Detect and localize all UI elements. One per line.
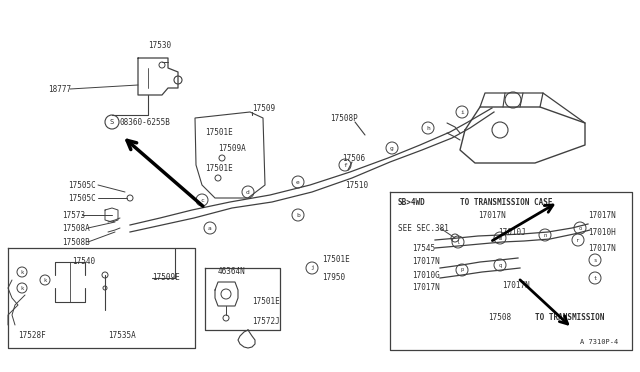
- Text: c: c: [200, 198, 204, 202]
- Text: SB>4WD: SB>4WD: [398, 198, 426, 206]
- Text: n: n: [543, 232, 547, 237]
- Text: 17505C: 17505C: [68, 193, 96, 202]
- Text: TO TRANSMISSION CASE: TO TRANSMISSION CASE: [460, 198, 552, 206]
- Text: 17501E: 17501E: [322, 256, 349, 264]
- Text: 46364N: 46364N: [218, 267, 246, 276]
- Text: f: f: [343, 163, 347, 167]
- Text: 17017N: 17017N: [502, 280, 530, 289]
- Text: 17010H: 17010H: [588, 228, 616, 237]
- Text: 17017N: 17017N: [412, 283, 440, 292]
- Text: 17573: 17573: [62, 211, 85, 219]
- Text: A 7310P-4: A 7310P-4: [580, 339, 618, 345]
- Text: 17508A: 17508A: [62, 224, 90, 232]
- Text: 17572J: 17572J: [252, 317, 280, 327]
- Text: 17501E: 17501E: [205, 128, 233, 137]
- Text: S: S: [110, 119, 114, 125]
- Text: 17017N: 17017N: [588, 211, 616, 219]
- Text: h: h: [426, 125, 430, 131]
- Text: o: o: [579, 225, 582, 231]
- Text: 17509A: 17509A: [218, 144, 246, 153]
- Text: j: j: [310, 266, 314, 270]
- Text: a: a: [208, 225, 212, 231]
- Text: 17509: 17509: [252, 103, 275, 112]
- Text: q: q: [499, 263, 502, 267]
- Text: 17508P: 17508P: [330, 113, 358, 122]
- Text: 17505C: 17505C: [68, 180, 96, 189]
- Text: p: p: [460, 267, 463, 273]
- Text: m: m: [499, 235, 502, 241]
- Text: t: t: [593, 276, 596, 280]
- Text: l: l: [456, 240, 460, 244]
- Text: r: r: [577, 237, 580, 243]
- Text: k: k: [20, 269, 24, 275]
- Text: 17017N: 17017N: [588, 244, 616, 253]
- Text: 17528F: 17528F: [18, 330, 45, 340]
- Text: 17530: 17530: [148, 41, 171, 49]
- Text: TO TRANSMISSION: TO TRANSMISSION: [535, 314, 604, 323]
- Text: 17508B: 17508B: [62, 237, 90, 247]
- Text: 08360-6255B: 08360-6255B: [120, 118, 171, 126]
- Text: 17950: 17950: [322, 273, 345, 282]
- Text: b: b: [296, 212, 300, 218]
- Text: 17535A: 17535A: [108, 330, 136, 340]
- Text: g: g: [390, 145, 394, 151]
- Text: 17017N: 17017N: [478, 211, 506, 219]
- Text: 17508: 17508: [488, 314, 511, 323]
- Text: 17545: 17545: [412, 244, 435, 253]
- Text: d: d: [246, 189, 250, 195]
- Text: 17010J: 17010J: [498, 228, 525, 237]
- Text: 17510: 17510: [345, 180, 368, 189]
- Text: 17501E: 17501E: [252, 298, 280, 307]
- Text: 18777: 18777: [48, 84, 71, 93]
- Text: 17506: 17506: [342, 154, 365, 163]
- Text: SEE SEC.381: SEE SEC.381: [398, 224, 449, 232]
- Text: 17509E: 17509E: [152, 273, 180, 282]
- Text: 17501E: 17501E: [205, 164, 233, 173]
- Text: e: e: [296, 180, 300, 185]
- Text: k: k: [20, 285, 24, 291]
- Text: 17010G: 17010G: [412, 270, 440, 279]
- Text: s: s: [593, 257, 596, 263]
- Text: k: k: [44, 278, 47, 282]
- Text: 17017N: 17017N: [412, 257, 440, 266]
- Text: i: i: [460, 109, 464, 115]
- Text: 17540: 17540: [72, 257, 95, 266]
